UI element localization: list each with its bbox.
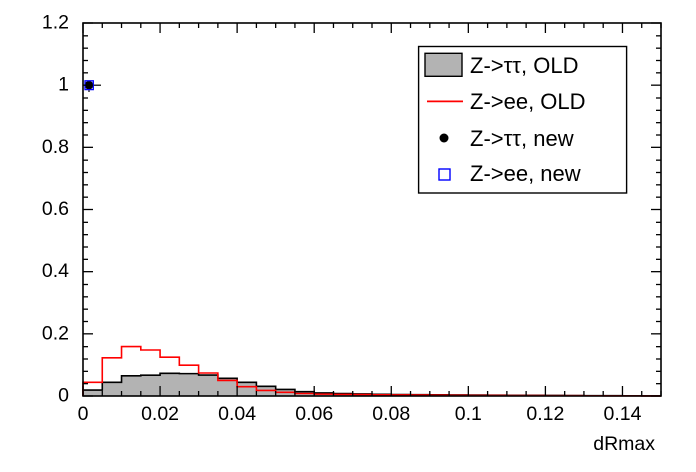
svg-text:0.14: 0.14 xyxy=(603,403,641,425)
svg-text:1.2: 1.2 xyxy=(42,12,69,34)
svg-text:Z->ee, new: Z->ee, new xyxy=(470,161,581,186)
svg-text:0.6: 0.6 xyxy=(42,198,69,220)
svg-text:dRmax: dRmax xyxy=(593,433,655,455)
svg-text:0: 0 xyxy=(58,385,69,407)
svg-text:0.4: 0.4 xyxy=(42,260,69,282)
svg-text:0.08: 0.08 xyxy=(372,403,410,425)
svg-text:0.2: 0.2 xyxy=(42,322,69,344)
svg-text:1: 1 xyxy=(58,74,69,96)
svg-text:Z->ττ, new: Z->ττ, new xyxy=(470,126,574,151)
svg-text:0: 0 xyxy=(78,403,89,425)
svg-text:0.06: 0.06 xyxy=(295,403,333,425)
svg-text:Z->ee, OLD: Z->ee, OLD xyxy=(470,89,586,114)
svg-text:Z->ττ, OLD: Z->ττ, OLD xyxy=(470,53,578,78)
svg-text:0.02: 0.02 xyxy=(141,403,179,425)
svg-text:0.8: 0.8 xyxy=(42,136,69,158)
svg-text:0.04: 0.04 xyxy=(218,403,256,425)
svg-text:0.12: 0.12 xyxy=(526,403,564,425)
svg-text:0.1: 0.1 xyxy=(455,403,482,425)
